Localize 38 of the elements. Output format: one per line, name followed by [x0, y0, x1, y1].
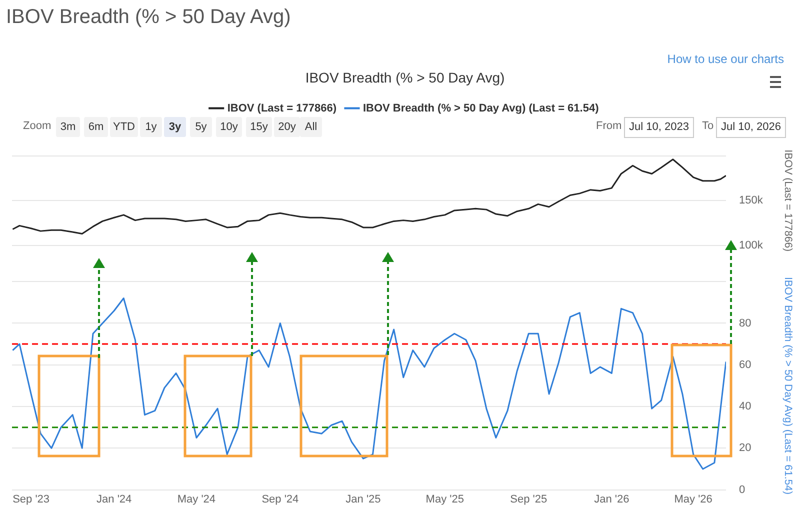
text: Jul 10, 2026: [716, 117, 786, 138]
text: All: [300, 117, 322, 137]
x-tick-label: Jan '25: [346, 493, 381, 506]
text: 15y: [246, 117, 272, 137]
text: IBOV Breadth (% > 50 Day Avg) (Last = 61.54): [782, 276, 794, 494]
text: How to use our charts: [667, 52, 784, 66]
chart-title: IBOV Breadth (% > 50 Day Avg): [305, 69, 505, 86]
x-tick-label: Sep '23: [12, 493, 50, 506]
y-axis-title: IBOV (Last = 177866): [782, 150, 794, 252]
legend-label: IBOV (Last = 177866): [227, 102, 337, 114]
text: 1y: [140, 117, 162, 137]
x-tick-label: May '24: [177, 493, 216, 506]
text: 3y: [164, 117, 186, 137]
text: YTD: [110, 117, 138, 137]
text: 20y: [274, 117, 300, 137]
x-tick-label: May '26: [674, 493, 712, 506]
y-tick-label: 40: [739, 400, 752, 413]
text: To: [702, 120, 714, 132]
y-tick-label: 100k: [739, 239, 764, 252]
x-tick-label: Jan '24: [96, 493, 132, 506]
text: IBOV Breadth (% > 50 Day Avg): [6, 6, 291, 29]
text: Zoom: [23, 120, 52, 132]
x-tick-label: May '25: [426, 493, 464, 506]
y-tick-label: 150k: [739, 194, 764, 207]
y-tick-label: 60: [739, 358, 752, 371]
text: IBOV Breadth (% > 50 Day Avg) (Last = 61.54): [362, 102, 599, 114]
x-tick-label: Sep '24: [262, 493, 299, 506]
x-tick-label: Jan '26: [594, 493, 630, 506]
text: 6m: [84, 117, 108, 137]
text: Jul 10, 2023: [624, 117, 694, 138]
text: 3m: [56, 117, 80, 137]
x-tick-label: Sep '25: [510, 493, 548, 506]
y-tick-label: 20: [739, 442, 752, 454]
text: 5y: [190, 117, 212, 137]
y-tick-label: 0: [739, 484, 746, 496]
y-tick-label: 80: [739, 317, 752, 330]
text: From: [596, 120, 622, 132]
text: 10y: [216, 117, 242, 137]
